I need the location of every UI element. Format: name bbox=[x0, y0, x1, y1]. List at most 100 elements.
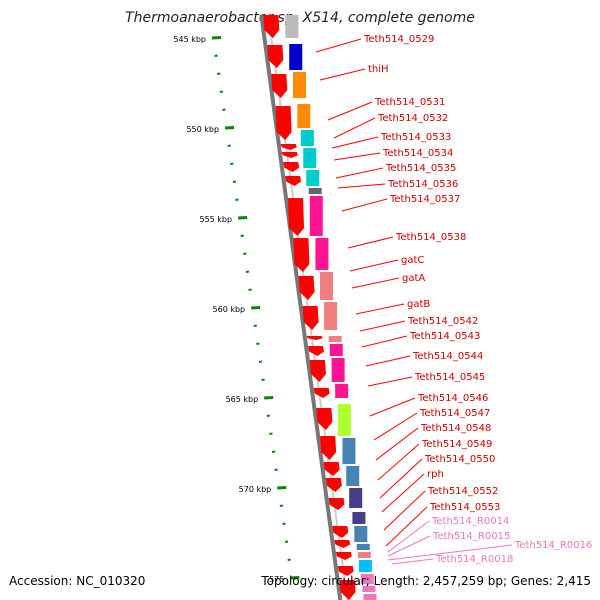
label-leader-line bbox=[377, 443, 420, 481]
forward-gene-arrow bbox=[334, 540, 351, 548]
gene-label: Teth514_0534 bbox=[382, 148, 453, 159]
minor-tick bbox=[227, 144, 231, 147]
forward-gene-arrow bbox=[298, 276, 315, 300]
forward-gene-arrow bbox=[316, 408, 333, 430]
gene-labels: Teth514_0529 thiH Teth514_0531 Teth514_0532… bbox=[315, 34, 592, 565]
cog-block bbox=[356, 544, 370, 550]
label-leader-line bbox=[373, 412, 418, 441]
gene-label: gatC bbox=[401, 255, 424, 266]
cog-block bbox=[349, 488, 363, 508]
gene-label: Teth514_0533 bbox=[380, 132, 451, 143]
minor-tick bbox=[269, 432, 273, 435]
label-leader-line bbox=[315, 38, 362, 53]
gene-label: Teth514_R0018 bbox=[435, 554, 513, 565]
cog-block bbox=[335, 384, 349, 398]
major-tick bbox=[290, 576, 300, 580]
forward-gene-arrow bbox=[320, 436, 337, 460]
label-leader-line bbox=[387, 520, 430, 553]
cog-block bbox=[362, 586, 376, 592]
label-leader-line bbox=[391, 558, 434, 565]
forward-gene-arrow bbox=[267, 45, 284, 68]
label-leader-line bbox=[361, 335, 408, 348]
cog-block bbox=[315, 238, 329, 270]
gene-label: thiH bbox=[368, 64, 389, 75]
label-leader-line bbox=[333, 152, 381, 161]
forward-gene-arrow bbox=[283, 162, 300, 172]
major-tick bbox=[224, 126, 235, 130]
forward-gene-arrow bbox=[263, 15, 280, 38]
cog-block bbox=[329, 344, 343, 356]
minor-tick bbox=[232, 180, 237, 183]
cog-category-blocks bbox=[285, 15, 377, 600]
gene-label: Teth514_0536 bbox=[387, 179, 458, 190]
label-leader-line bbox=[375, 427, 419, 461]
cog-block bbox=[354, 526, 368, 542]
cog-block bbox=[303, 148, 317, 168]
gene-label: Teth514_0549 bbox=[421, 439, 492, 450]
forward-gene-arrow bbox=[288, 198, 305, 236]
major-tick bbox=[251, 306, 261, 310]
label-leader-line bbox=[365, 355, 411, 367]
cog-block bbox=[331, 358, 345, 382]
major-tick bbox=[211, 36, 222, 40]
minor-tick bbox=[243, 252, 247, 255]
minor-tick bbox=[253, 324, 257, 327]
gene-label: Teth514_0553 bbox=[429, 502, 500, 513]
label-leader-line bbox=[385, 506, 428, 547]
forward-gene-arrow bbox=[335, 552, 352, 560]
gene-label: Teth514_0544 bbox=[412, 351, 483, 362]
cog-block bbox=[342, 438, 356, 464]
minor-tick bbox=[240, 234, 244, 237]
gene-label: rph bbox=[427, 469, 444, 480]
forward-gene-arrow bbox=[293, 238, 310, 272]
gene-label: gatB bbox=[407, 299, 430, 310]
gene-label: gatA bbox=[402, 273, 425, 284]
scale-tick-label: 550 kbp bbox=[186, 125, 219, 134]
summary-text: Topology: circular; Length: 2,457,259 bp… bbox=[261, 574, 591, 588]
cog-block bbox=[289, 44, 303, 70]
gene-label: Teth514_0552 bbox=[427, 486, 498, 497]
forward-gene-arrow bbox=[313, 388, 330, 398]
gene-label: Teth514_0547 bbox=[419, 408, 490, 419]
minor-tick bbox=[248, 288, 252, 291]
label-leader-line bbox=[335, 167, 384, 179]
scale-tick-label: 555 kbp bbox=[199, 215, 232, 224]
forward-gene-arrow bbox=[280, 144, 297, 150]
scale-ticks: 545 kbp 550 kbp 555 kbp 560 kbp 565 kbp 570 k… bbox=[173, 35, 300, 584]
forward-gene-arrow bbox=[271, 74, 288, 98]
cog-block bbox=[363, 594, 377, 600]
minor-tick bbox=[245, 270, 250, 273]
forward-gene-arrow bbox=[309, 360, 326, 382]
gene-label: Teth514_0546 bbox=[417, 393, 488, 404]
cog-block bbox=[324, 302, 338, 330]
label-leader-line bbox=[349, 259, 399, 272]
accession-text: Accession: NC_010320 bbox=[9, 574, 146, 588]
gene-label: Teth514_0538 bbox=[395, 232, 466, 243]
minor-tick bbox=[219, 90, 223, 93]
gene-label: Teth514_0550 bbox=[424, 454, 495, 465]
gene-label: Teth514_0529 bbox=[363, 34, 434, 45]
forward-gene-arrow bbox=[328, 498, 345, 510]
label-leader-line bbox=[379, 458, 423, 499]
label-leader-line bbox=[327, 101, 373, 121]
label-leader-line bbox=[341, 198, 388, 212]
scale-tick-label: 560 kbp bbox=[213, 305, 246, 314]
gene-label: Teth514_0548 bbox=[420, 423, 491, 434]
cog-block bbox=[358, 560, 372, 572]
minor-tick bbox=[230, 162, 234, 165]
minor-tick bbox=[271, 450, 276, 453]
label-leader-line bbox=[319, 68, 366, 81]
forward-gene-arrow bbox=[337, 566, 354, 576]
gene-label: Teth514_0532 bbox=[377, 113, 448, 124]
cog-block bbox=[346, 466, 360, 486]
major-tick bbox=[264, 396, 274, 400]
forward-gene-arrow bbox=[332, 526, 349, 538]
label-leader-line bbox=[367, 376, 413, 387]
cog-block bbox=[306, 170, 320, 186]
label-leader-line bbox=[369, 397, 416, 417]
cog-block bbox=[297, 104, 311, 128]
minor-tick bbox=[235, 198, 239, 201]
minor-tick bbox=[282, 522, 286, 525]
minor-tick bbox=[287, 558, 291, 561]
